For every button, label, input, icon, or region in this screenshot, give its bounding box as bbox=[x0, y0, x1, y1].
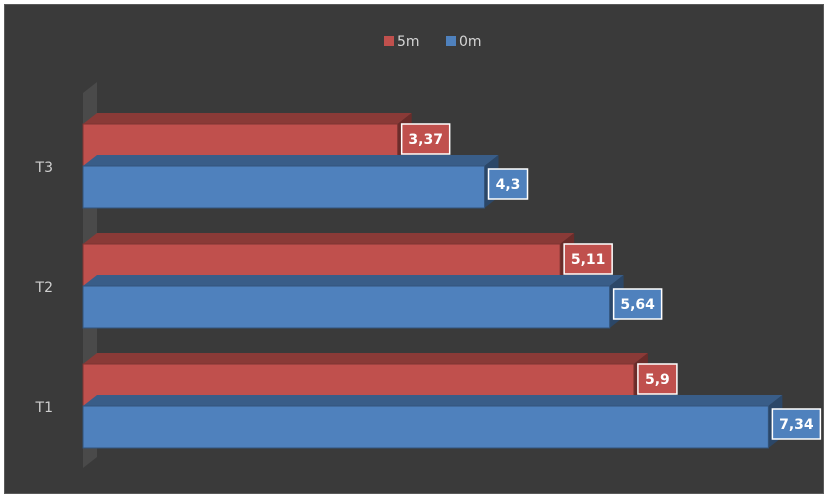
tick-label-t3: T3 bbox=[35, 160, 53, 176]
bar-top-5m-t2 bbox=[83, 233, 575, 244]
data-label-box-5m-t2 bbox=[563, 243, 613, 275]
data-label-box-5m-t1 bbox=[637, 363, 678, 395]
bar-top-0m-t3 bbox=[83, 155, 499, 166]
bar-top-0m-t2 bbox=[83, 275, 624, 286]
data-label-box-0m-t3 bbox=[487, 168, 529, 200]
data-label-0m-t3: 4,3 bbox=[496, 177, 521, 193]
data-label-0m-t1: 7,34 bbox=[779, 417, 814, 433]
data-label-0m-t2: 5,64 bbox=[620, 297, 655, 313]
chart-area: 5m 0m T3 3,37 4,3 T2 5,11 5,64 T1 5,9 7,34 bbox=[4, 4, 824, 494]
legend-label-0m: 0m bbox=[459, 34, 482, 50]
bar-top-0m-t1 bbox=[83, 395, 783, 406]
bar-0m-t1 bbox=[82, 405, 769, 449]
bar-group-t3: T3 3,37 4,3 bbox=[35, 113, 529, 209]
bar-chart: 5m 0m T3 3,37 4,3 T2 5,11 5,64 T1 5,9 7,34 bbox=[35, 34, 822, 468]
data-label-box-0m-t2 bbox=[612, 288, 663, 320]
bar-0m-t2 bbox=[82, 285, 611, 329]
tick-label-t1: T1 bbox=[35, 400, 53, 416]
legend-swatch-0m bbox=[446, 36, 456, 46]
legend-swatch-5m bbox=[384, 36, 394, 46]
bar-0m-t3 bbox=[82, 165, 486, 209]
bar-top-5m-t3 bbox=[83, 113, 412, 124]
legend-label-5m: 5m bbox=[397, 34, 420, 50]
data-label-5m-t3: 3,37 bbox=[408, 132, 443, 148]
bar-top-5m-t1 bbox=[83, 353, 648, 364]
data-label-box-0m-t1 bbox=[771, 408, 822, 440]
data-label-5m-t1: 5,9 bbox=[645, 372, 670, 388]
tick-label-t2: T2 bbox=[35, 280, 53, 296]
bar-group-t2: T2 5,11 5,64 bbox=[35, 233, 663, 329]
bar-group-t1: T1 5,9 7,34 bbox=[35, 353, 822, 449]
data-label-5m-t2: 5,11 bbox=[571, 252, 606, 268]
data-label-box-5m-t3 bbox=[400, 123, 451, 155]
legend: 5m 0m bbox=[384, 34, 482, 50]
